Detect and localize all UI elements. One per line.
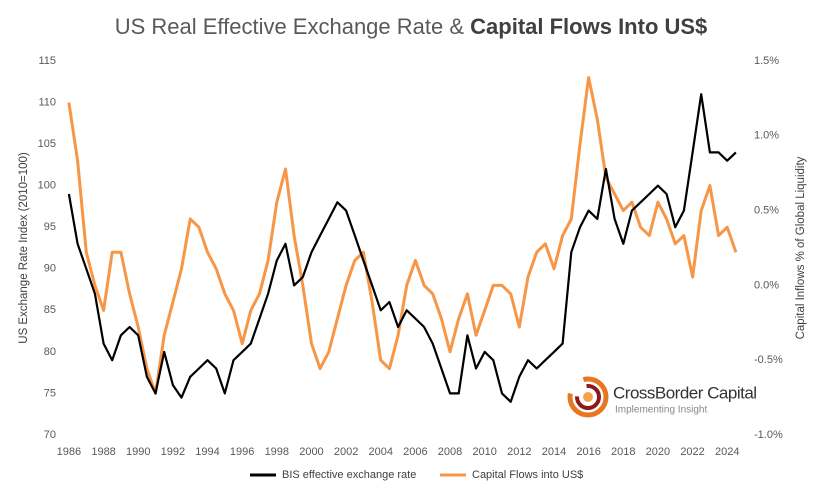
chart-title: US Real Effective Exchange Rate & Capita… (115, 14, 708, 39)
y-tick-label: 90 (44, 263, 56, 275)
x-tick-label: 2000 (299, 446, 323, 458)
x-tick-label: 2006 (403, 446, 427, 458)
y2-tick-label: 1.5% (754, 55, 779, 67)
y-tick-label: 115 (38, 55, 56, 67)
x-tick-label: 2004 (369, 446, 393, 458)
x-tick-label: 2016 (576, 446, 600, 458)
x-tick-label: 1998 (265, 446, 289, 458)
logo: CrossBorder Capital Implementing Insight (567, 376, 757, 418)
series-line (67, 76, 738, 395)
x-tick-label: 2024 (715, 446, 739, 458)
x-tick-label: 2018 (611, 446, 635, 458)
y-tick-label: 80 (44, 346, 56, 358)
y2-tick-label: -1.0% (754, 429, 783, 441)
y-axis-title: US Exchange Rate Index (2010=100) (18, 152, 30, 344)
x-tick-label: 1996 (230, 446, 254, 458)
logo-ring (567, 376, 609, 418)
x-tick-label: 2002 (334, 446, 358, 458)
y2-tick-label: -0.5% (754, 354, 783, 366)
y-tick-label: 85 (44, 304, 56, 316)
series-line (67, 93, 737, 403)
logo-ring (575, 384, 601, 410)
y-tick-label: 75 (44, 387, 56, 399)
x-tick-label: 2014 (542, 446, 566, 458)
legend-label: BIS effective exchange rate (282, 469, 416, 481)
x-tick-label: 1994 (195, 446, 219, 458)
legend-label: Capital Flows into US$ (472, 469, 583, 481)
y2-tick-label: 0.0% (754, 279, 779, 291)
y-tick-label: 110 (38, 96, 56, 108)
y2-tick-label: 1.0% (754, 130, 779, 142)
x-tick-label: 1990 (126, 446, 150, 458)
x-tick-label: 1988 (91, 446, 115, 458)
x-tick-label: 1986 (57, 446, 81, 458)
title-bold-part: Capital Flows Into US$ (470, 14, 707, 39)
logo-name: CrossBorder Capital (613, 383, 757, 402)
logo-core (583, 392, 593, 402)
y-tick-label: 95 (44, 221, 56, 233)
logo-tagline: Implementing Insight (615, 405, 707, 416)
y-tick-label: 105 (38, 138, 56, 150)
y2-axis-title: Capital Inflows % of Global Liquidity (795, 156, 807, 339)
x-tick-label: 2022 (680, 446, 704, 458)
y-tick-label: 70 (44, 429, 56, 441)
x-tick-label: 1992 (161, 446, 185, 458)
x-tick-label: 2020 (646, 446, 670, 458)
y2-tick-label: 0.5% (754, 205, 779, 217)
x-tick-label: 2008 (438, 446, 462, 458)
x-tick-label: 2012 (507, 446, 531, 458)
title-part: US Real Effective Exchange Rate & (115, 14, 465, 39)
x-tick-label: 2010 (472, 446, 496, 458)
y-tick-label: 100 (38, 180, 56, 192)
